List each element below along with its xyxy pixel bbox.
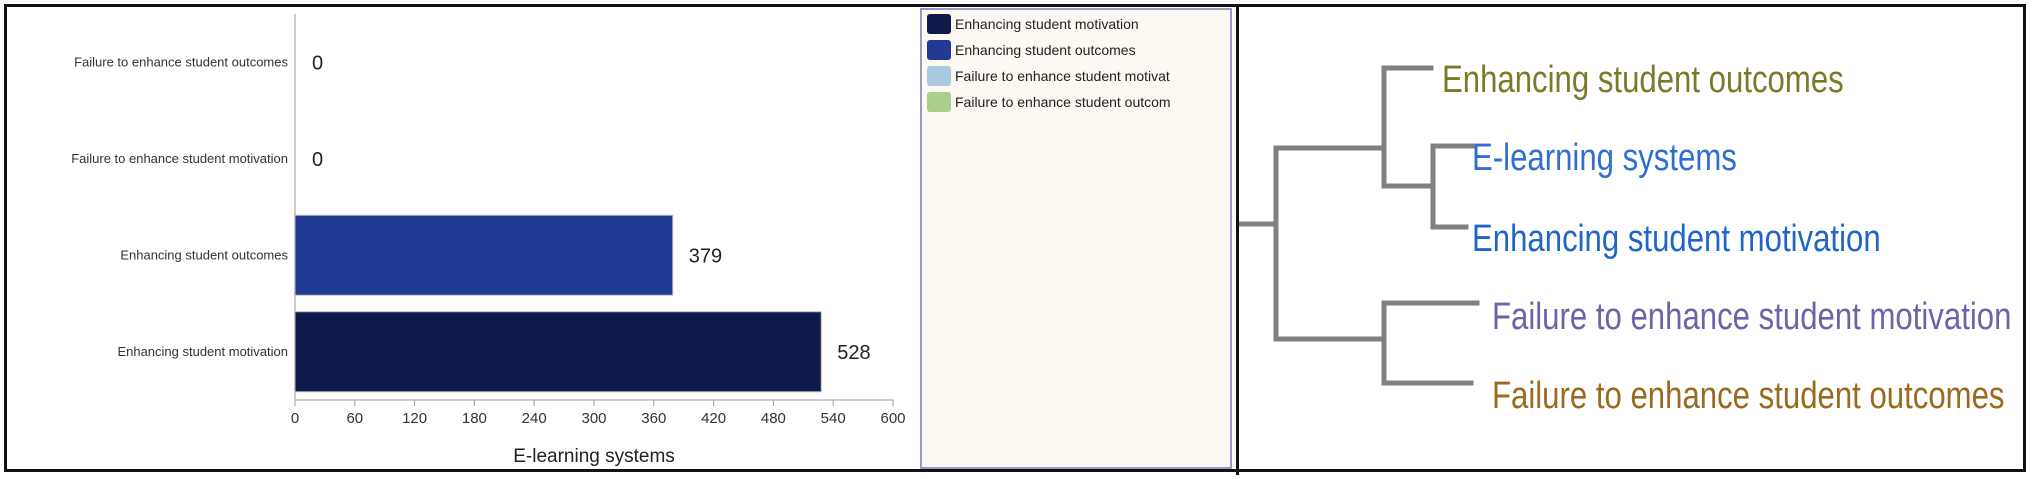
y-tick-label: Enhancing student motivation — [117, 344, 288, 359]
x-tick-label: 360 — [641, 410, 666, 427]
data-label: 379 — [689, 245, 722, 267]
figure-frame — [4, 4, 2026, 472]
y-tick-label: Failure to enhance student outcomes — [74, 54, 288, 69]
data-label: 528 — [837, 342, 870, 364]
x-tick-label: 240 — [522, 410, 547, 427]
data-label: 0 — [312, 149, 323, 171]
x-tick-label: 60 — [346, 410, 363, 427]
bar — [294, 214, 674, 296]
legend-label: Enhancing student motivation — [955, 16, 1139, 32]
panel-divider — [1236, 4, 1239, 475]
dendrogram-leaf-label: Enhancing student motivation — [1472, 218, 1881, 260]
dendrogram: Enhancing student outcomes E-learning sys… — [1239, 59, 2011, 417]
bar — [294, 311, 822, 393]
dendrogram-leaf-label: Failure to enhance student outcomes — [1492, 375, 2005, 417]
x-tick-label: 120 — [402, 410, 427, 427]
legend-box — [920, 8, 1232, 469]
x-tick-label: 0 — [291, 410, 299, 427]
x-tick-label: 600 — [880, 410, 905, 427]
data-label: 0 — [312, 52, 323, 74]
x-tick-label: 180 — [462, 410, 487, 427]
legend-swatch — [927, 40, 951, 60]
dendrogram-leaf-label: Enhancing student outcomes — [1442, 59, 1844, 101]
x-tick-label: 480 — [761, 410, 786, 427]
legend-label: Failure to enhance student outcom — [955, 94, 1171, 110]
legend-swatch — [927, 14, 951, 34]
legend-swatch — [927, 66, 951, 86]
legend-label: Enhancing student outcomes — [955, 42, 1136, 58]
bar-chart: Failure to enhance student outcomes 0 Fail… — [71, 8, 1232, 469]
legend-swatch — [927, 92, 951, 112]
legend: Enhancing student motivation Enhancing st… — [920, 8, 1232, 469]
x-axis-title: E-learning systems — [513, 446, 675, 467]
x-tick-label: 300 — [581, 410, 606, 427]
dendrogram-leaf-label: E-learning systems — [1472, 137, 1737, 179]
y-tick-label: Enhancing student outcomes — [120, 247, 288, 262]
y-tick-label: Failure to enhance student motivation — [71, 151, 288, 166]
x-tick-label: 420 — [701, 410, 726, 427]
legend-label: Failure to enhance student motivat — [955, 68, 1170, 84]
x-tick-label: 540 — [821, 410, 846, 427]
dendrogram-leaf-label: Failure to enhance student motivation — [1492, 296, 2011, 338]
